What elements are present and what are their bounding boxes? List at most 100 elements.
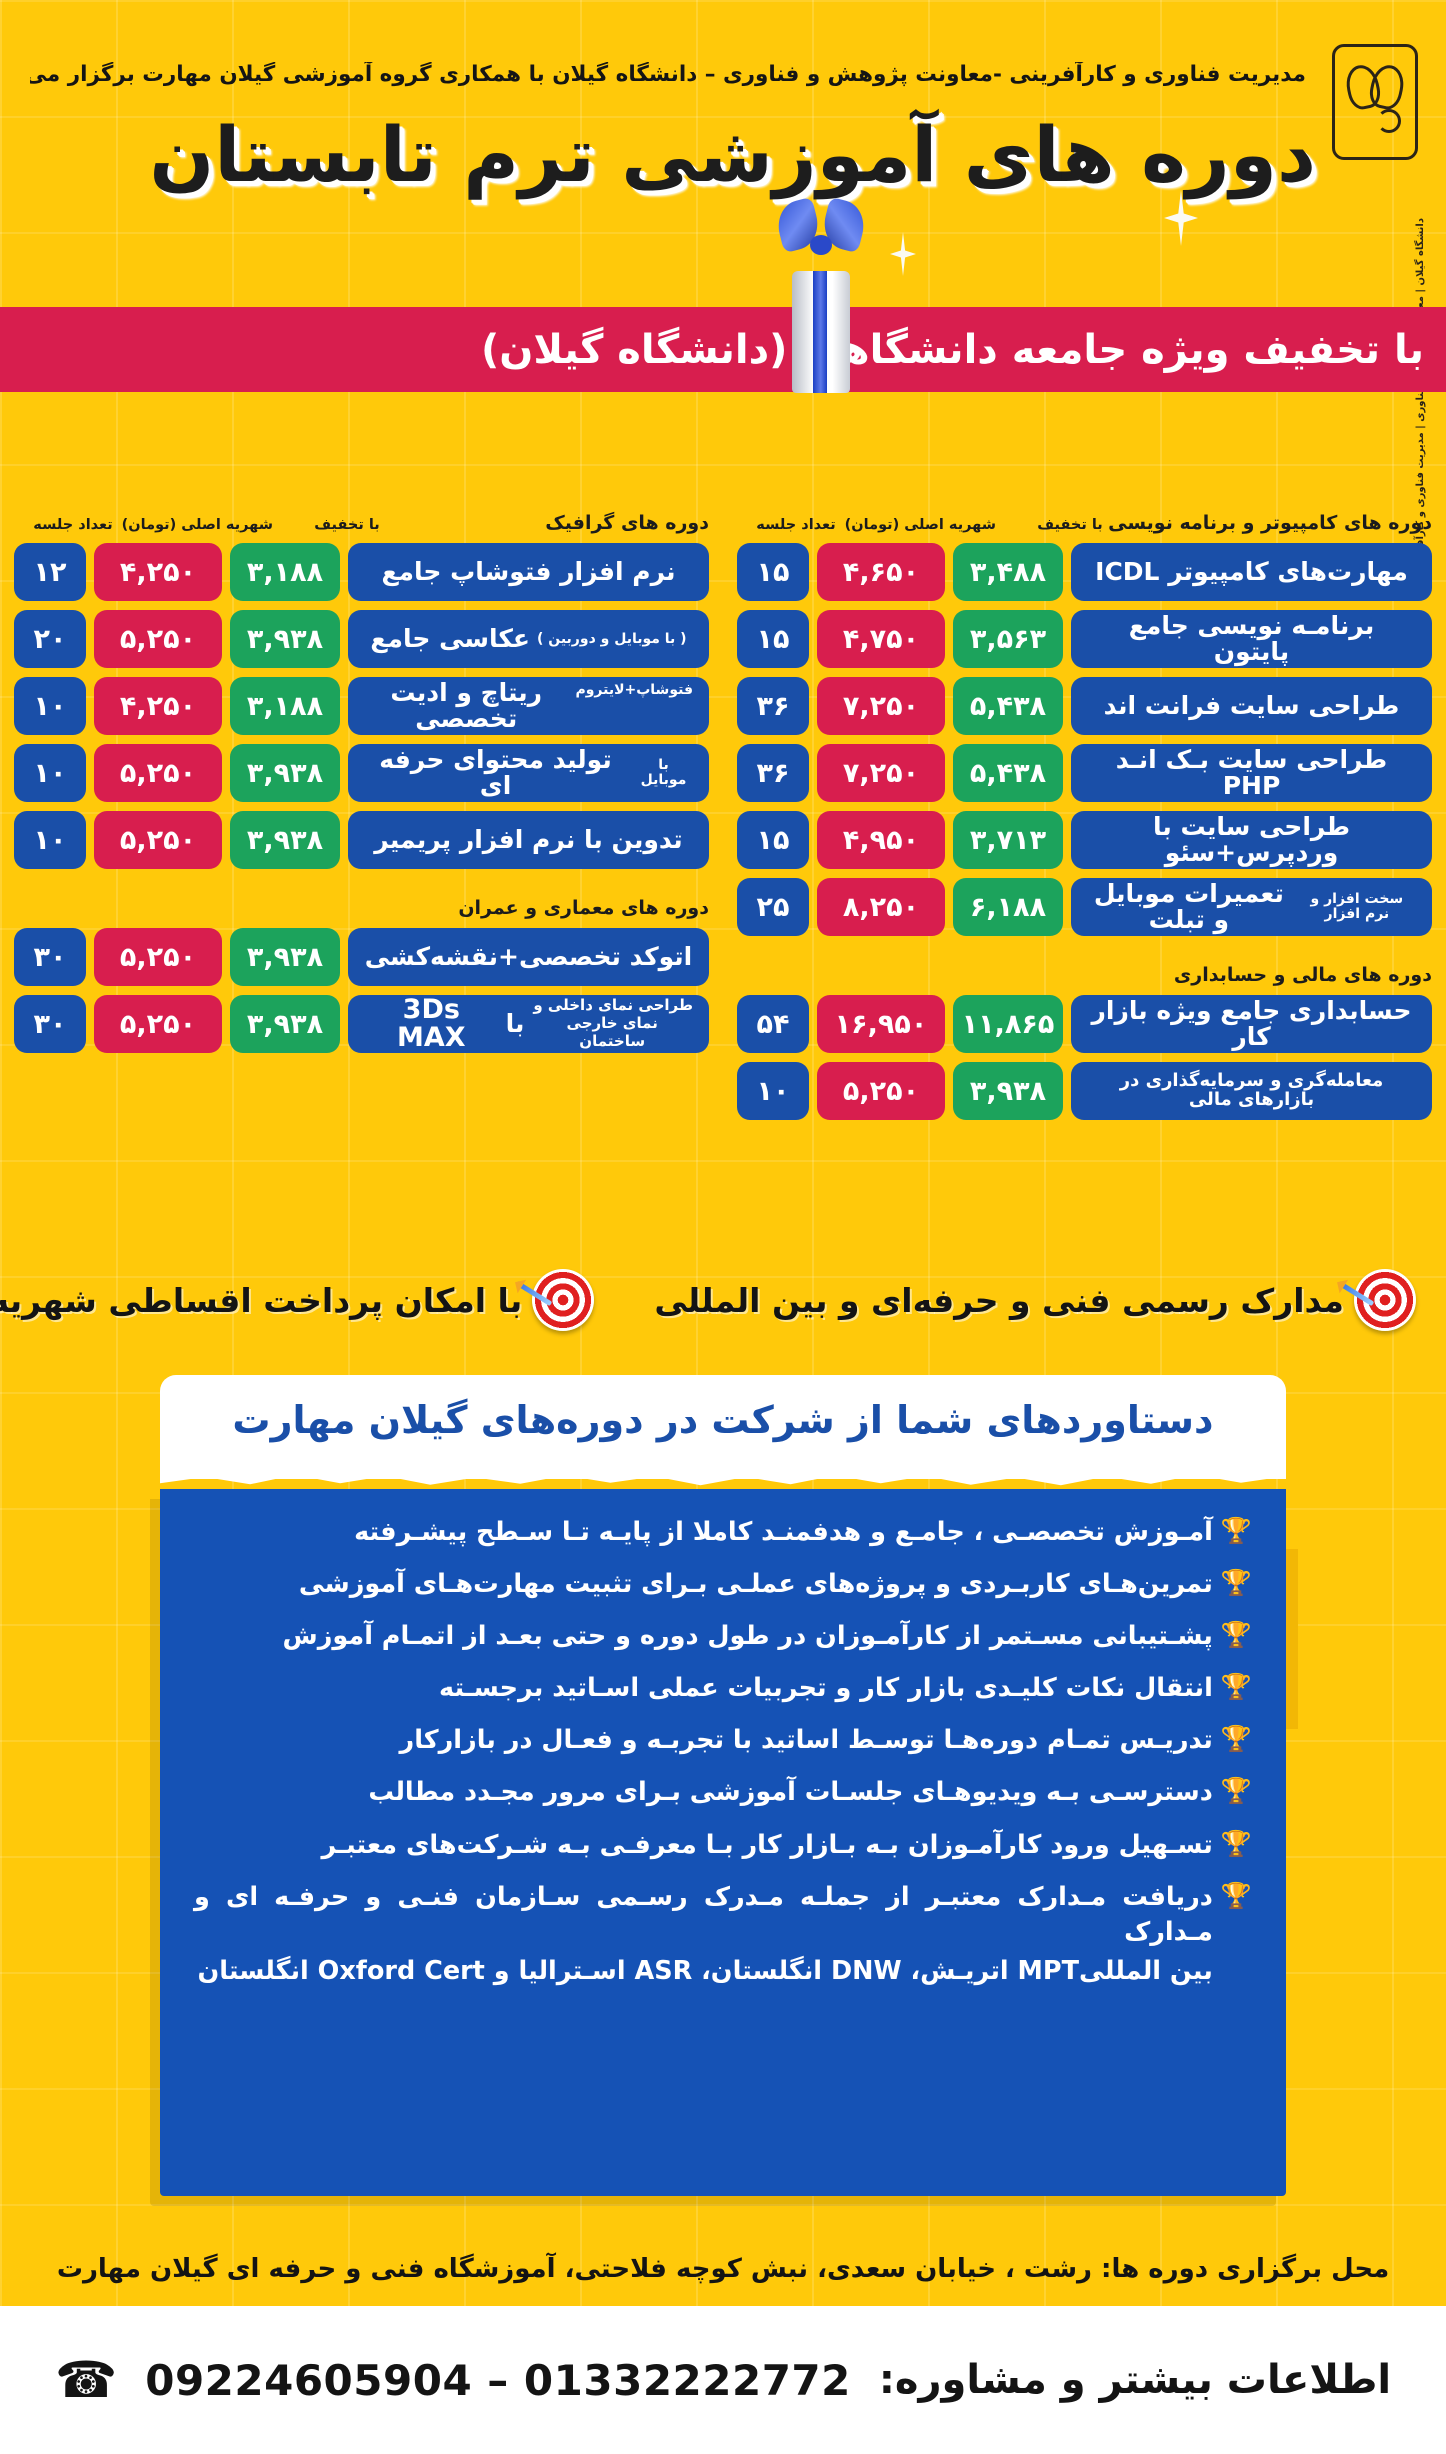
course-sessions: ۳۶	[737, 677, 809, 735]
course-sessions: ۳۰	[14, 995, 86, 1053]
cert-item-official: مدارک رسمی فنی و حرفه‌ای و بین المللی	[654, 1269, 1416, 1331]
category-title: دوره های معماری و عمران	[458, 897, 709, 919]
course-sessions: ۱۲	[14, 543, 86, 601]
table-row[interactable]: طراحی سایت با وردپرس+سئو ۳,۷۱۳ ۴,۹۵۰ ۱۵	[737, 811, 1432, 869]
column-headers: با تخفیف شهریه اصلی (تومان) تعداد جلسه	[741, 517, 1144, 533]
achievement-text: دسترسـی بـه ویدیوهـای جلسـات آموزشی بـرا…	[368, 1777, 1213, 1808]
course-name-stacked: طراحی نمای داخلی و نمای خارجی ساختمان با…	[348, 995, 709, 1053]
course-sessions: ۳۶	[737, 744, 809, 802]
trophy-icon: 🏆	[1220, 1776, 1252, 1806]
trophy-icon: 🏆	[1220, 1567, 1252, 1597]
column-header-sessions: تعداد جلسه	[33, 517, 113, 533]
course-name: طراحی سایت با وردپرس+سئو	[1071, 811, 1432, 869]
list-item: 🏆 تمرین‌هـای کاربـردی و پروژه‌های عملـی …	[194, 1567, 1252, 1602]
list-item: 🏆 دسترسـی بـه ویدیوهـای جلسـات آموزشی بـ…	[194, 1775, 1252, 1810]
achievement-text: دریافت مـدارک معتبـر از جملـه مـدرک رسـم…	[194, 1881, 1213, 1947]
table-graphics-architecture: دوره های گرافیک با تخفیف شهریه اصلی (توم…	[0, 500, 723, 1220]
table-row[interactable]: حسابداری جامع ویژه بازار کار ۱۱,۸۶۵ ۱۶,۹…	[737, 995, 1432, 1053]
table-row[interactable]: مهارت‌های کامپیوتر ICDL ۳,۴۸۸ ۴,۶۵۰ ۱۵	[737, 543, 1432, 601]
course-discount-price: ۳,۱۸۸	[230, 677, 340, 735]
table-row[interactable]: طراحی سایت فرانت اند ۵,۴۳۸ ۷,۲۵۰ ۳۶	[737, 677, 1432, 735]
achievements-heading: دستاوردهای شما از شرکت در دوره‌های گیلان…	[232, 1398, 1214, 1442]
course-subtitle: ( با موبایل و دوربین )	[536, 630, 687, 647]
course-name: ریتاچ و ادیت تخصصی	[390, 677, 543, 733]
courses-tables: دوره های کامپیوتر و برنامه نویسی با تخفی…	[0, 500, 1446, 1220]
column-header-sessions: تعداد جلسه	[756, 517, 836, 533]
course-sessions: ۳۰	[14, 928, 86, 986]
table-row[interactable]: معامله‌گری و سرمایه‌گذاری در بازارهای ما…	[737, 1062, 1432, 1120]
course-discount-price: ۶,۱۸۸	[953, 878, 1063, 936]
table-row[interactable]: سخت افزار و نرم افزار تعمیرات موبایل و ت…	[737, 878, 1432, 936]
achievement-text: پشـتیبانی مسـتمر از کارآمـوزان در طول دو…	[282, 1620, 1213, 1651]
table-row[interactable]: فتوشاپ+لایتروم ریتاچ و ادیت تخصصی ۳,۱۸۸ …	[14, 677, 709, 735]
table-row[interactable]: با موبایل تولید محتوای حرفه ای ۳,۹۳۸ ۵,۲…	[14, 744, 709, 802]
achievement-text: آمـوزش تخصصـی ، جامـع و هدفمنـد کاملا از…	[354, 1516, 1213, 1547]
trophy-icon: 🏆	[1220, 1619, 1252, 1649]
course-original-price: ۵,۲۵۰	[817, 1062, 945, 1120]
contact-label: اطلاعات بیشتر و مشاوره:	[878, 2357, 1392, 2403]
course-original-price: ۵,۲۵۰	[94, 995, 222, 1053]
discount-banner: با تخفیف ویژه جامعه دانشگاهی (دانشگاه گی…	[0, 307, 1446, 392]
trophy-icon: 🏆	[1220, 1672, 1252, 1702]
contact-band: اطلاعات بیشتر و مشاوره: 09224605904 – 01…	[0, 2306, 1446, 2454]
course-original-price: ۱۶,۹۵۰	[817, 995, 945, 1053]
course-original-price: ۵,۲۵۰	[94, 928, 222, 986]
contact-phone-numbers[interactable]: 09224605904 – 01332222772	[145, 2355, 851, 2405]
cert-item-installment: با امکان پرداخت اقساطی شهریه	[0, 1269, 595, 1331]
course-subtitle-line2: نمای خارجی ساختمان	[566, 1014, 658, 1050]
table-row[interactable]: تدوین با نرم افزار پریمیر ۳,۹۳۸ ۵,۲۵۰ ۱۰	[14, 811, 709, 869]
trophy-icon: 🏆	[1220, 1724, 1252, 1754]
gift-box-icon	[772, 193, 870, 393]
table-row[interactable]: نرم افزار فتوشاپ جامع ۳,۱۸۸ ۴,۲۵۰ ۱۲	[14, 543, 709, 601]
table-row[interactable]: اتوکد تخصصی+نقشه‌کشی ۳,۹۳۸ ۵,۲۵۰ ۳۰	[14, 928, 709, 986]
course-original-price: ۵,۲۵۰	[94, 744, 222, 802]
course-name: طراحی سایت فرانت اند	[1071, 677, 1432, 735]
course-discount-price: ۳,۹۳۸	[230, 610, 340, 668]
list-item: 🏆 آمـوزش تخصصـی ، جامـع و هدفمنـد کاملا …	[194, 1515, 1252, 1550]
table-computer-finance: دوره های کامپیوتر و برنامه نویسی با تخفی…	[723, 500, 1446, 1220]
category-title: دوره های گرافیک	[545, 512, 709, 534]
course-name: عکاسی جامع	[370, 623, 530, 653]
torn-paper-edge	[160, 1464, 1286, 1486]
course-name-with-sub: با موبایل تولید محتوای حرفه ای	[348, 744, 709, 802]
address-text: محل برگزاری دوره ها: رشت ، خیابان سعدی، …	[56, 2254, 1390, 2284]
course-discount-price: ۳,۷۱۳	[953, 811, 1063, 869]
category-header: دوره های مالی و حسابداری	[737, 952, 1432, 986]
certificates-band: مدارک رسمی فنی و حرفه‌ای و بین المللی با…	[0, 1240, 1446, 1360]
table-row[interactable]: برنامـه نویسی جامع پایتون ۳,۵۶۳ ۴,۷۵۰ ۱۵	[737, 610, 1432, 668]
course-sessions: ۱۰	[737, 1062, 809, 1120]
course-name: مهارت‌های کامپیوتر ICDL	[1071, 543, 1432, 601]
column-headers: با تخفیف شهریه اصلی (تومان) تعداد جلسه	[18, 517, 421, 533]
table-row[interactable]: ( با موبایل و دوربین ) عکاسی جامع ۳,۹۳۸ …	[14, 610, 709, 668]
side-accent-bar	[1286, 1548, 1298, 1729]
page-title: دوره های آموزشی ترم تابستان	[149, 110, 1316, 199]
course-discount-price: ۳,۹۳۸	[953, 1062, 1063, 1120]
achievement-text: تمرین‌هـای کاربـردی و پروژه‌های عملـی بـ…	[298, 1568, 1213, 1599]
university-emblem-icon: دانشگاه گیلان | معاونت پژوهش و فناوری | …	[1316, 44, 1428, 570]
achievements-header: دستاوردهای شما از شرکت در دوره‌های گیلان…	[160, 1375, 1286, 1479]
course-name: تعمیرات موبایل و تبلت	[1093, 878, 1284, 934]
table-row[interactable]: طراحی سایت بـک انـد PHP ۵,۴۳۸ ۷,۲۵۰ ۳۶	[737, 744, 1432, 802]
cert-text-installment: با امکان پرداخت اقساطی شهریه	[0, 1280, 523, 1320]
course-discount-price: ۳,۹۳۸	[230, 928, 340, 986]
table-row[interactable]: طراحی نمای داخلی و نمای خارجی ساختمان با…	[14, 995, 709, 1053]
course-sessions: ۱۵	[737, 610, 809, 668]
course-name: تدوین با نرم افزار پریمیر	[348, 811, 709, 869]
course-sessions: ۱۵	[737, 811, 809, 869]
course-name-with-sub: ( با موبایل و دوربین ) عکاسی جامع	[348, 610, 709, 668]
category-title: دوره های کامپیوتر و برنامه نویسی	[1108, 512, 1432, 534]
course-original-price: ۴,۷۵۰	[817, 610, 945, 668]
course-original-price: ۴,۶۵۰	[817, 543, 945, 601]
course-discount-price: ۳,۹۳۸	[230, 744, 340, 802]
list-item: 🏆 تدریـس تمـام دوره‌هـا توسـط اساتید با …	[194, 1723, 1252, 1758]
header-kicker: مدیریت فناوری و کارآفرینی -معاونت پژوهش …	[30, 62, 1306, 87]
course-original-price: ۷,۲۵۰	[817, 744, 945, 802]
column-header-original: شهریه اصلی (تومان)	[844, 517, 996, 533]
trophy-icon: 🏆	[1220, 1880, 1252, 1910]
course-name: حسابداری جامع ویژه بازار کار	[1071, 995, 1432, 1053]
course-discount-price: ۵,۴۳۸	[953, 677, 1063, 735]
course-discount-price: ۳,۴۸۸	[953, 543, 1063, 601]
list-item: 🏆 پشـتیبانی مسـتمر از کارآمـوزان در طول …	[194, 1619, 1252, 1654]
achievements-body: 🏆 آمـوزش تخصصـی ، جامـع و هدفمنـد کاملا …	[160, 1488, 1298, 2196]
course-sessions: ۵۴	[737, 995, 809, 1053]
